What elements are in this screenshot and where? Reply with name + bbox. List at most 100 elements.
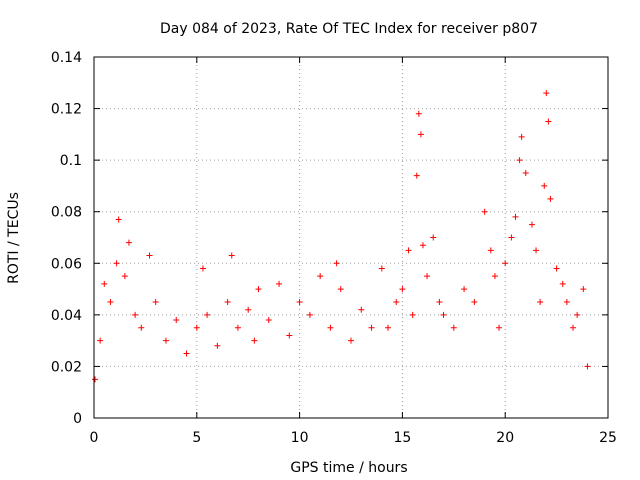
data-point <box>553 265 560 272</box>
grid-lines <box>94 57 608 418</box>
x-tick-label: 5 <box>192 430 201 446</box>
x-tick-label: 25 <box>599 430 617 446</box>
data-point <box>491 273 498 280</box>
data-point <box>193 324 200 331</box>
data-point <box>255 286 262 293</box>
data-point <box>327 324 334 331</box>
data-point <box>417 131 424 138</box>
data-point <box>522 170 529 177</box>
data-point <box>348 337 354 344</box>
data-point <box>132 311 139 318</box>
data-point <box>502 260 509 267</box>
data-point <box>173 317 180 324</box>
data-point <box>516 157 523 164</box>
data-point <box>481 208 488 215</box>
data-point <box>512 213 519 220</box>
y-tick-label: 0.14 <box>51 50 82 66</box>
plot-frame <box>93 56 609 419</box>
data-point <box>214 342 221 349</box>
y-tick-label: 0 <box>73 411 82 427</box>
data-point <box>545 118 552 125</box>
data-point <box>415 110 422 117</box>
data-point <box>496 324 503 331</box>
data-point <box>547 195 554 202</box>
data-point <box>393 298 400 305</box>
data-point <box>584 363 591 370</box>
data-point <box>317 273 324 280</box>
data-point <box>251 337 258 344</box>
data-point <box>92 376 99 383</box>
data-point <box>152 298 159 305</box>
data-point <box>405 247 412 254</box>
data-point <box>121 273 128 280</box>
data-point <box>413 172 420 179</box>
data-point <box>580 286 587 293</box>
data-point <box>125 239 132 246</box>
data-point <box>199 265 206 272</box>
data-point <box>234 324 241 331</box>
data-points <box>92 90 591 383</box>
data-point <box>265 317 272 324</box>
data-point <box>146 252 153 259</box>
data-point <box>333 260 340 267</box>
data-point <box>183 350 190 357</box>
data-point <box>378 265 385 272</box>
y-tick-label: 0.08 <box>51 205 82 221</box>
data-point <box>559 280 566 287</box>
data-point <box>419 242 426 249</box>
data-point <box>358 306 365 313</box>
data-point <box>450 324 457 331</box>
y-tick-label: 0.04 <box>51 308 82 324</box>
data-point <box>424 273 431 280</box>
x-tick-label: 10 <box>291 430 309 446</box>
data-point <box>574 311 581 318</box>
x-tick-label: 15 <box>393 430 411 446</box>
x-tick-label: 0 <box>90 430 99 446</box>
data-point <box>541 182 548 189</box>
data-point <box>385 324 392 331</box>
data-point <box>543 90 550 97</box>
data-point <box>436 298 443 305</box>
data-point <box>399 286 406 293</box>
data-point <box>276 280 283 287</box>
data-point <box>204 311 211 318</box>
data-point <box>518 133 525 140</box>
data-point <box>224 298 231 305</box>
x-axis-title: GPS time / hours <box>290 460 407 476</box>
y-tick-label: 0.12 <box>51 102 82 118</box>
data-point <box>508 234 515 241</box>
data-point <box>306 311 313 318</box>
data-point <box>228 252 235 259</box>
data-point <box>245 306 252 313</box>
axis-ticks: 0 5 10 15 20 25 0 0.02 0.04 0.06 0.08 0.1 0.12 0.14 <box>51 50 617 446</box>
data-point <box>162 337 169 344</box>
data-point <box>537 298 544 305</box>
y-axis-title: ROTI / TECUs <box>6 192 22 284</box>
data-point <box>286 332 293 339</box>
data-point <box>101 280 108 287</box>
data-point <box>107 298 114 305</box>
y-tick-label: 0.02 <box>51 359 82 375</box>
data-point <box>368 324 375 331</box>
data-point <box>461 286 468 293</box>
data-point <box>296 298 303 305</box>
chart-title: Day 084 of 2023, Rate Of TEC Index for r… <box>160 21 538 37</box>
data-point <box>430 234 437 241</box>
data-point <box>138 324 145 331</box>
x-tick-label: 20 <box>496 430 514 446</box>
data-point <box>563 298 570 305</box>
y-tick-label: 0.06 <box>51 256 82 272</box>
data-point <box>97 337 104 344</box>
data-point <box>533 247 540 254</box>
data-point <box>337 286 344 293</box>
data-point <box>113 260 120 267</box>
data-point <box>528 221 535 228</box>
y-tick-label: 0.1 <box>60 153 82 169</box>
data-point <box>487 247 494 254</box>
data-point <box>440 311 447 318</box>
data-point <box>115 216 122 223</box>
data-point <box>570 324 577 331</box>
data-point <box>409 311 416 318</box>
data-point <box>471 298 478 305</box>
